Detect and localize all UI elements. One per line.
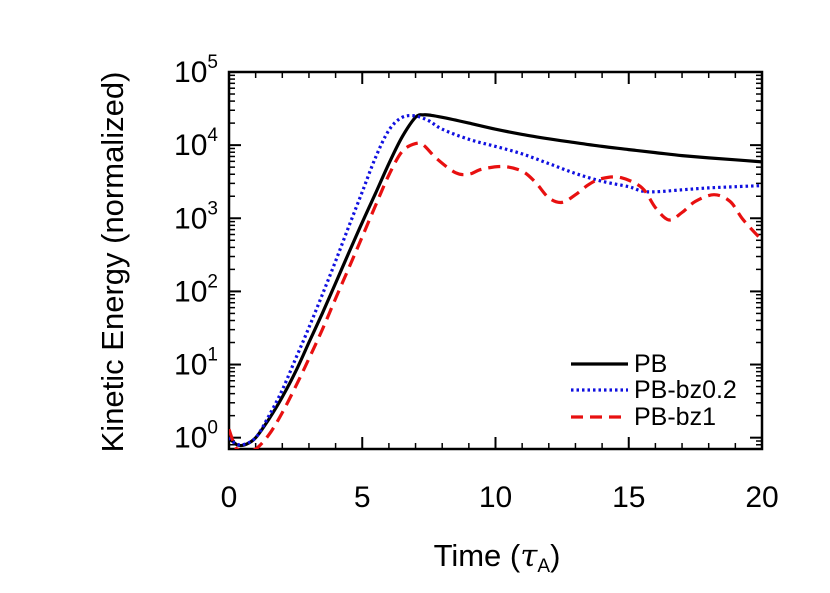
x-tick-label: 5 [354,481,371,514]
x-axis-title: Time (τA) [434,538,561,577]
axis-ticks: 0 5 10 15 20 100 101 102 103 104 105 [174,52,779,514]
x-tick-label: 15 [612,481,645,514]
y-tick-label: 104 [174,125,218,162]
legend-label-pb-bz1: PB-bz1 [634,403,716,431]
y-tick-label: 100 [174,418,218,455]
y-tick-label: 103 [174,198,218,235]
y-tick-label: 102 [174,271,218,308]
series-line-pb-bz1 [229,141,762,449]
legend-label-pb: PB [634,350,667,378]
x-tick-label: 20 [745,481,778,514]
x-tick-label: 10 [479,481,512,514]
series-line-pb-bz0-2 [229,113,762,447]
y-tick-label: 101 [174,345,218,382]
y-tick-label: 105 [174,52,218,89]
legend-label-pb-bz0-2: PB-bz0.2 [634,376,737,404]
series-lines [229,113,762,449]
y-axis-title: Kinetic Energy (normalized) [95,72,130,453]
series-line-pb [229,113,762,448]
x-tick-label: 0 [221,481,238,514]
